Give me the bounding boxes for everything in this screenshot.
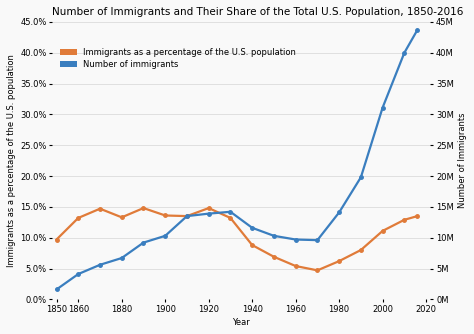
Text: Number of Immigrants and Their Share of the Total U.S. Population, 1850-2016: Number of Immigrants and Their Share of … xyxy=(52,7,464,17)
Legend: Immigrants as a percentage of the U.S. population, Number of immigrants: Immigrants as a percentage of the U.S. p… xyxy=(60,48,296,69)
Y-axis label: Immigrants as a percentage of the U.S. population: Immigrants as a percentage of the U.S. p… xyxy=(7,54,16,267)
X-axis label: Year: Year xyxy=(232,318,250,327)
Y-axis label: Number of Immigrants: Number of Immigrants xyxy=(458,113,467,208)
